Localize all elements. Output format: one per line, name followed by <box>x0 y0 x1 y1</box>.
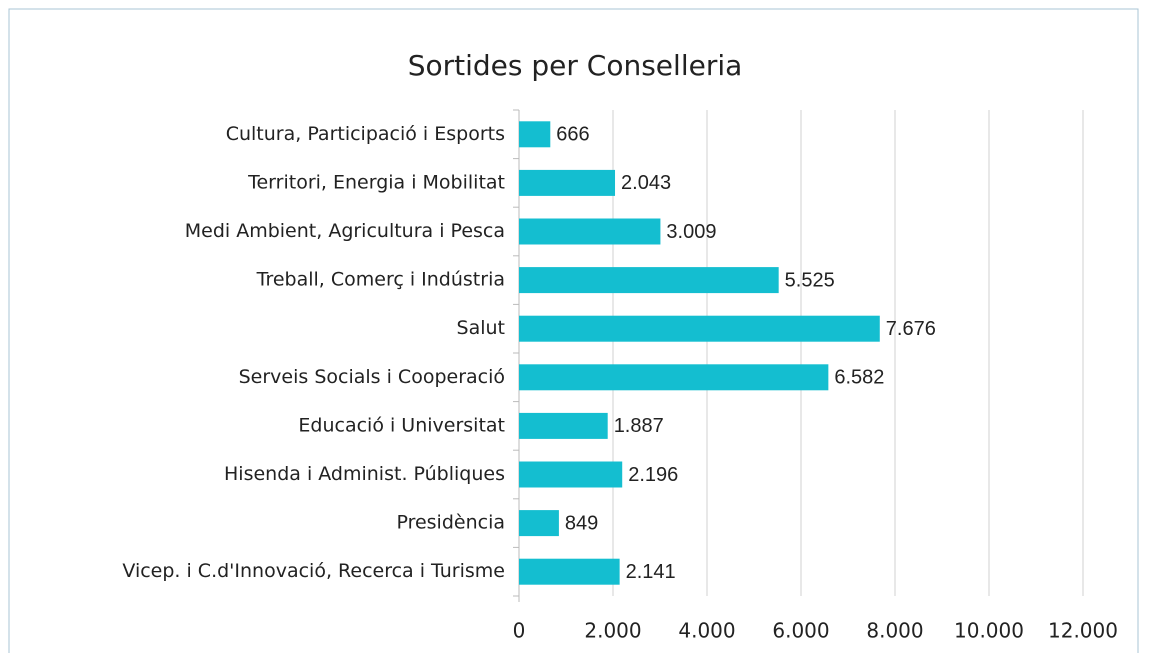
value-label: 6.582 <box>834 367 884 389</box>
value-label: 2.196 <box>628 464 678 486</box>
x-tick-label: 8.000 <box>866 619 923 643</box>
value-label: 7.676 <box>886 318 936 340</box>
x-tick-label: 2.000 <box>584 619 641 643</box>
bar <box>519 461 623 488</box>
bar <box>519 315 880 342</box>
x-tick-label: 10.000 <box>954 619 1024 643</box>
bar <box>519 267 779 294</box>
value-label: 666 <box>556 124 589 146</box>
chart-frame <box>8 8 1139 653</box>
value-label: 849 <box>565 512 598 534</box>
chart-title: Sortides per Conselleria <box>408 49 743 82</box>
value-label: 1.887 <box>614 415 664 437</box>
value-label: 5.525 <box>785 269 835 291</box>
value-label: 2.043 <box>621 172 671 194</box>
value-label: 2.141 <box>626 561 676 583</box>
bar <box>519 412 608 439</box>
x-tick-label: 12.000 <box>1048 619 1118 643</box>
y-tick-label: Medi Ambient, Agricultura i Pesca <box>185 220 505 242</box>
y-tick-label: Treball, Comerç i Indústria <box>256 269 505 291</box>
y-tick-label: Educació i Universitat <box>298 414 505 436</box>
y-tick-label: Serveis Socials i Cooperació <box>239 366 505 388</box>
bar <box>519 558 620 585</box>
x-tick-label: 4.000 <box>678 619 735 643</box>
bar <box>519 218 661 245</box>
bar <box>519 510 559 537</box>
y-tick-label: Salut <box>457 317 505 339</box>
y-tick-label: Territori, Energia i Mobilitat <box>247 171 505 193</box>
bar <box>519 121 551 148</box>
bar <box>519 169 616 196</box>
y-tick-label: Vicep. i C.d'Innovació, Recerca i Turism… <box>122 560 505 582</box>
y-tick-label: Cultura, Participació i Esports <box>226 123 505 145</box>
x-tick-label: 6.000 <box>772 619 829 643</box>
x-tick-label: 0 <box>513 619 526 643</box>
value-label: 3.009 <box>666 221 716 243</box>
y-tick-label: Presidència <box>396 512 505 534</box>
y-tick-label: Hisenda i Administ. Públiques <box>224 463 505 485</box>
bar <box>519 364 829 391</box>
